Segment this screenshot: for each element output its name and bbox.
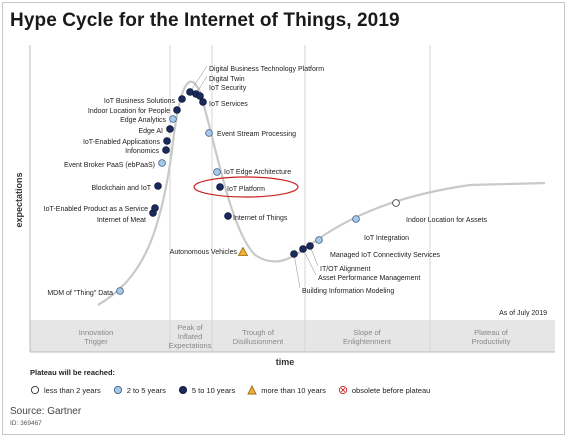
leader-line: [302, 248, 317, 276]
legend-symbol-icon: [338, 385, 347, 395]
point-label: IoT Security: [209, 85, 247, 92]
point-label: IT/OT Alignment: [320, 266, 371, 273]
legend-label: more than 10 years: [261, 385, 326, 395]
point-marker: [290, 250, 298, 258]
point-marker: [196, 92, 204, 100]
phase-label: Enlightenment: [343, 337, 392, 346]
phase-label: Trough of: [242, 328, 275, 337]
point-marker: [392, 199, 400, 207]
point-label: Digital Twin: [209, 76, 245, 83]
point-label: Blockchain and IoT: [91, 185, 151, 192]
legend-symbol-icon: [113, 385, 122, 395]
point-marker: [199, 98, 207, 106]
phase-label: Peak of: [177, 323, 203, 332]
point-marker-triangle: [237, 246, 249, 256]
point-label: Managed IoT Connectivity Services: [330, 252, 440, 259]
source-credit: Source: Gartner: [10, 406, 82, 417]
as-of-label: As of July 2019: [499, 310, 547, 317]
point-label: IoT-Enabled Applications: [83, 139, 161, 146]
point-label: Indoor Location for People: [88, 108, 170, 115]
point-marker: [213, 168, 221, 176]
point-label: Edge AI: [138, 128, 163, 135]
point-label: IoT Business Solutions: [104, 98, 176, 105]
point-label: MDM of "Thing" Data: [47, 290, 113, 297]
point-marker: [173, 106, 181, 114]
legend-symbol-icon: [30, 385, 40, 395]
phase-label: Productivity: [472, 337, 511, 346]
legend-symbol-icon: [247, 385, 257, 395]
point-label: Building Information Modeling: [302, 288, 394, 295]
point-label: IoT Edge Architecture: [224, 169, 291, 176]
legend-label: 5 to 10 years: [191, 385, 236, 395]
phase-label: Plateau of: [474, 328, 509, 337]
legend: less than 2 years 2 to 5 years 5 to 10 yea…: [30, 385, 442, 395]
point-marker: [116, 287, 124, 295]
legend-item: 2 to 5 years: [113, 385, 166, 395]
point-label: Internet of Meat: [97, 217, 146, 224]
leader-line: [293, 253, 301, 289]
legend-symbol-icon: [178, 385, 187, 395]
legend-item: less than 2 years: [30, 385, 101, 395]
point-label: Event Stream Processing: [217, 131, 296, 138]
hype-curve: [97, 80, 546, 306]
point-marker: [315, 236, 323, 244]
point-marker: [169, 115, 177, 123]
point-marker: [151, 204, 159, 212]
legend-item: obsolete before plateau: [338, 385, 430, 395]
point-marker: [158, 159, 166, 167]
point-label: Asset Performance Management: [318, 275, 420, 282]
chart-title: Hype Cycle for the Internet of Things, 2…: [10, 10, 400, 31]
phase-label: Innovation: [79, 328, 114, 337]
point-label: IoT-Enabled Product as a Service: [44, 206, 148, 213]
phase-label: Disillusionment: [233, 337, 284, 346]
point-label: IoT Platform: [227, 186, 265, 193]
point-label: Infonomics: [125, 148, 159, 155]
legend-label: less than 2 years: [44, 385, 101, 395]
phase-label: Expectations: [169, 341, 212, 350]
document-id: ID: 369467: [10, 420, 42, 427]
point-marker: [163, 137, 171, 145]
y-axis-label: expectations: [14, 172, 24, 227]
point-label: Edge Analytics: [120, 117, 166, 124]
phase-band: [30, 320, 555, 352]
highlight-ellipse: [193, 176, 299, 198]
point-marker: [154, 182, 162, 190]
point-marker: [299, 245, 307, 253]
phase-label: Slope of: [353, 328, 381, 337]
point-marker: [216, 183, 224, 191]
phase-label: Trigger: [84, 337, 108, 346]
leader-line: [189, 65, 208, 93]
point-label: Autonomous Vehicles: [170, 249, 238, 256]
point-marker: [352, 215, 360, 223]
point-label: Digital Business Technology Platform: [209, 66, 324, 73]
point-marker: [306, 242, 314, 250]
point-label: Internet of Things: [233, 215, 288, 222]
phase-label: Inflated: [178, 332, 203, 341]
point-label: IoT Services: [209, 101, 248, 108]
figure-frame: [2, 2, 565, 435]
legend-label: obsolete before plateau: [351, 385, 431, 395]
point-label: Indoor Location for Assets: [406, 217, 487, 224]
x-axis-label: time: [276, 357, 295, 367]
legend-item: 5 to 10 years: [178, 385, 235, 395]
legend-label: 2 to 5 years: [126, 385, 166, 395]
legend-title: Plateau will be reached:: [30, 368, 116, 377]
point-marker: [178, 95, 186, 103]
point-marker: [162, 146, 170, 154]
point-label: Event Broker PaaS (ebPaaS): [64, 162, 155, 169]
legend-item: more than 10 years: [247, 385, 326, 395]
point-marker: [166, 125, 174, 133]
point-label: IoT Integration: [364, 235, 409, 242]
point-marker: [205, 129, 213, 137]
point-marker: [224, 212, 232, 220]
